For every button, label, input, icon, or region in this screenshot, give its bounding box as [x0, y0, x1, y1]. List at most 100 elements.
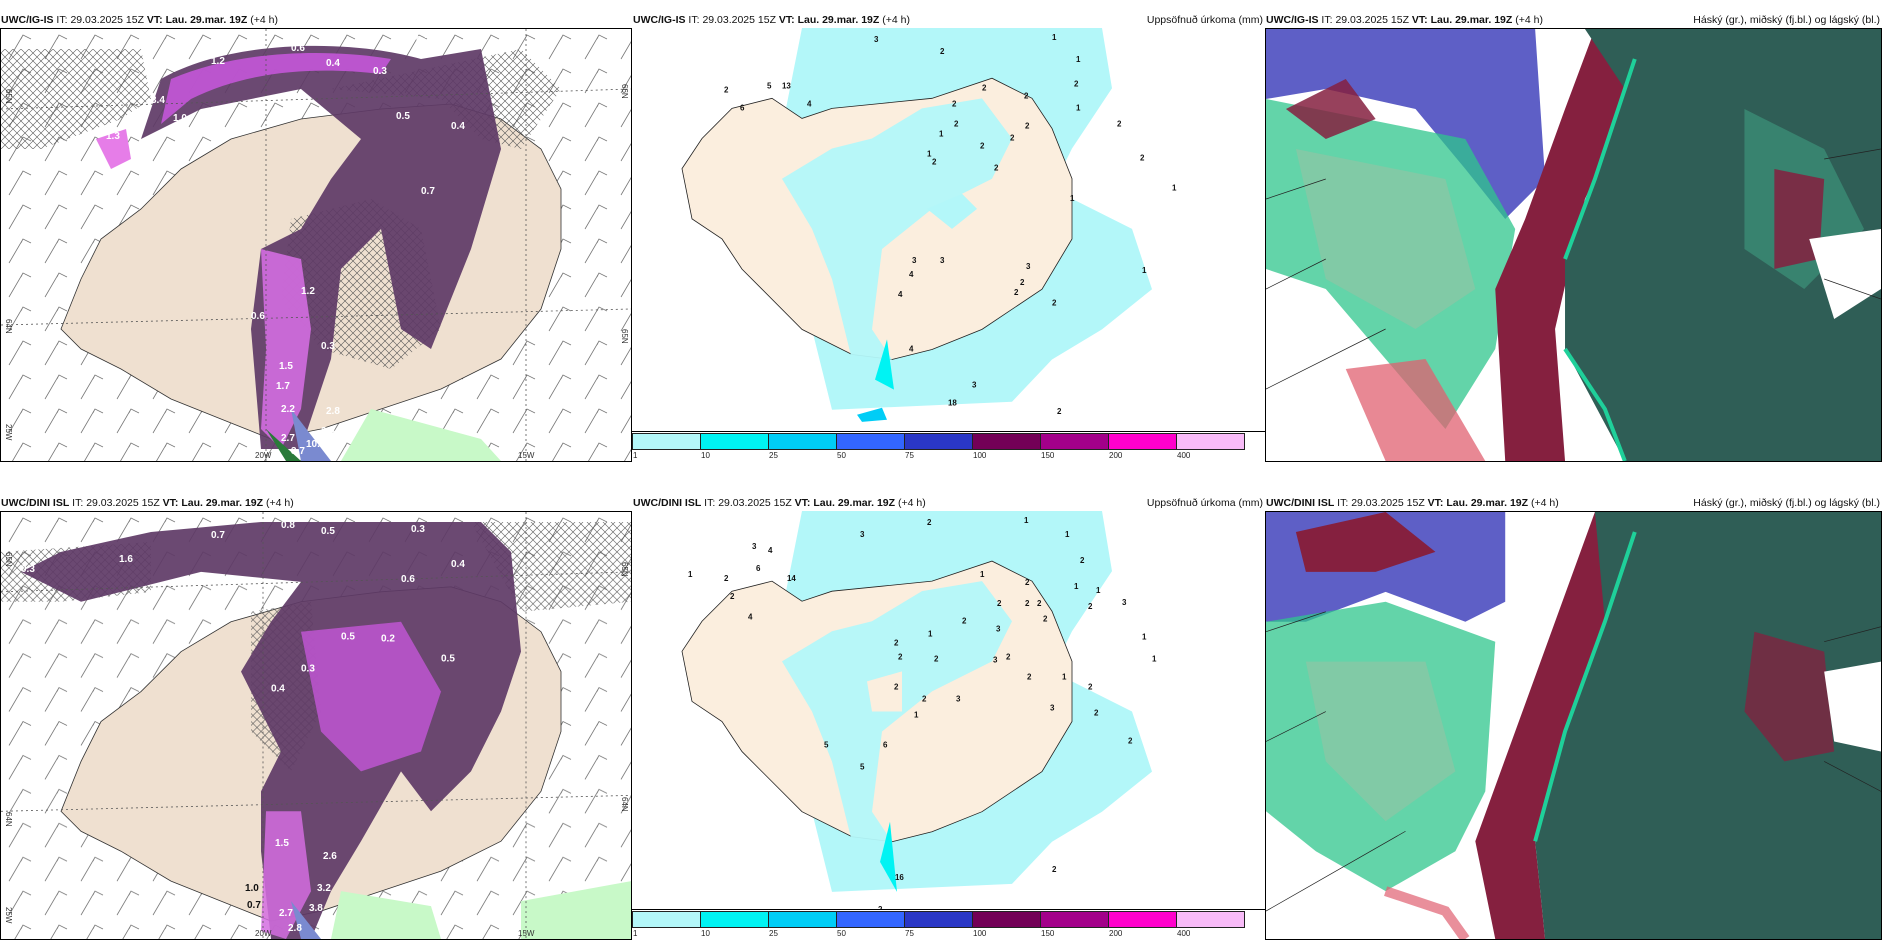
value-label: 2: [724, 85, 729, 94]
value-label: 0.6: [401, 574, 415, 585]
panel-title: UWC/DINI ISL IT: 29.03.2025 15Z VT: Lau.…: [632, 493, 1265, 511]
map-canvas: [1266, 29, 1881, 461]
lat-label: 65N: [620, 562, 629, 577]
panel-title: UWC/IG-IS IT: 29.03.2025 15Z VT: Lau. 29…: [1265, 10, 1882, 28]
lat-label: 65N: [4, 89, 13, 104]
value-label: 2: [922, 694, 927, 703]
model-name: UWC/IG-IS: [1266, 14, 1319, 26]
panel-top-left: UWC/IG-IS IT: 29.03.2025 15Z VT: Lau. 29…: [0, 10, 632, 462]
colorbar-swatch: [700, 433, 769, 450]
value-label: 5: [824, 741, 829, 750]
lead-time: (+4 h): [897, 497, 926, 509]
value-label: 3: [874, 35, 879, 44]
value-label: 3.8: [321, 426, 335, 437]
value-label: 6: [740, 103, 745, 112]
map-canvas: 0.3 0.6 0.2 1.2 0.4 0.3 3.4 1.0 1.3 0.5 …: [1, 29, 631, 461]
it-value: 29.03.2025 15Z: [1335, 14, 1409, 26]
it-value: 29.03.2025 15Z: [702, 14, 776, 26]
value-label: 2: [1014, 288, 1019, 297]
map-canvas: 0.3 0.8 0.7 0.5 0.3 1.6 0.4 0.6 0.5 0.3 …: [1, 512, 631, 939]
value-label: 1.0: [245, 883, 259, 894]
value-label: 2: [994, 164, 999, 173]
value-label: 4: [748, 612, 753, 621]
value-label: 2: [1037, 599, 1042, 608]
panel-title: UWC/IG-IS IT: 29.03.2025 15Z VT: Lau. 29…: [0, 10, 632, 28]
lat-label: 65N: [620, 329, 629, 344]
value-label: 3: [1026, 262, 1031, 271]
value-label: 2: [980, 142, 985, 151]
value-label: 0.3: [219, 35, 233, 46]
value-label: 2: [1043, 614, 1048, 623]
panel-bottom-right: UWC/DINI ISL IT: 29.03.2025 15Z VT: Lau.…: [1265, 493, 1882, 940]
vt-label: VT:: [794, 497, 811, 509]
value-label: 1: [1024, 516, 1029, 525]
value-label: 2: [940, 47, 945, 56]
value-label: 0.7: [421, 186, 435, 197]
value-label: 1: [1076, 55, 1081, 64]
value-label: 2.2: [281, 404, 295, 415]
lon-label: 15W: [518, 451, 535, 460]
value-label: 3.8: [309, 903, 323, 914]
value-label: 4: [909, 344, 914, 353]
value-label: 1: [928, 629, 933, 638]
value-label: 2: [1080, 556, 1085, 565]
value-label: 2: [927, 518, 932, 527]
map-wind-precip[interactable]: 0.3 0.6 0.2 1.2 0.4 0.3 3.4 1.0 1.3 0.5 …: [0, 28, 632, 462]
value-label: 2: [1128, 737, 1133, 746]
value-label: 2: [1052, 298, 1057, 307]
value-label: 2: [898, 652, 903, 661]
value-label: 2: [1052, 865, 1057, 874]
value-label: 4: [768, 546, 773, 555]
map-accumulated-precip[interactable]: 3 2 1 1 5 13 6 2 4 2 2 2 2 1 2 2 1 2 2 2: [632, 28, 1265, 462]
map-cloud-cover[interactable]: [1265, 511, 1882, 940]
colorbar-tick: 200: [1109, 929, 1123, 938]
colorbar-swatch: [700, 911, 769, 928]
precip-field: [141, 45, 501, 449]
value-label: 0.6: [251, 311, 265, 322]
panel-top-right: UWC/IG-IS IT: 29.03.2025 15Z VT: Lau. 29…: [1265, 10, 1882, 462]
map-canvas: 3 2 1 1 5 13 6 2 4 2 2 2 2 1 2 2 1 2 2 2: [681, 28, 1177, 460]
colorbar-tick: 400: [1177, 929, 1191, 938]
precip-value-labels: 2 1 3 3 4 1 6 14 2 2 4 1 2 1 2 2 3 2 2 2: [688, 516, 1157, 932]
colorbar-tick: 50: [837, 451, 846, 460]
map-wind-precip[interactable]: 0.3 0.8 0.7 0.5 0.3 1.6 0.4 0.6 0.5 0.3 …: [0, 511, 632, 940]
value-label: 4: [898, 290, 903, 299]
value-label: 1: [1142, 266, 1147, 275]
lead-time: (+4 h): [265, 497, 294, 509]
map-accumulated-precip[interactable]: 2 1 3 3 4 1 6 14 2 2 4 1 2 1 2 2 3 2 2 2: [632, 511, 1265, 940]
value-label: 0.3: [21, 564, 35, 575]
value-label: 1.6: [119, 554, 133, 565]
value-label: 1.5: [279, 361, 293, 372]
colorbar-swatch: [836, 911, 905, 928]
lead-time: (+4 h): [1530, 497, 1559, 509]
colorbar-swatch: [768, 911, 837, 928]
value-label: 1.3: [106, 131, 120, 142]
colorbar-swatch: [768, 433, 837, 450]
value-label: 2: [934, 654, 939, 663]
panel-title: UWC/DINI ISL IT: 29.03.2025 15Z VT: Lau.…: [1265, 493, 1882, 511]
panel-top-middle: UWC/IG-IS IT: 29.03.2025 15Z VT: Lau. 29…: [632, 10, 1265, 462]
value-label: 0.4: [326, 58, 340, 69]
map-cloud-cover[interactable]: [1265, 28, 1882, 462]
value-label: 4: [909, 270, 914, 279]
colorbar-swatch: [1176, 433, 1245, 450]
value-label: 3.4: [151, 95, 165, 106]
colorbar-swatch: [904, 911, 973, 928]
panel-title: UWC/IG-IS IT: 29.03.2025 15Z VT: Lau. 29…: [632, 10, 1265, 28]
value-label: 14: [787, 574, 796, 583]
value-label: 3: [972, 381, 977, 390]
vt-value: Lau. 29.mar. 19Z: [797, 14, 880, 26]
value-label: 0.4: [451, 559, 465, 570]
value-label: 2: [730, 592, 735, 601]
value-label: 1: [1076, 103, 1081, 112]
value-label: 0.3: [373, 66, 387, 77]
model-name: UWC/DINI ISL: [1, 497, 70, 509]
colorbar-tick: 100: [973, 451, 987, 460]
value-label: 2: [962, 616, 967, 625]
value-label: 5: [767, 81, 772, 90]
colorbar-tick: 25: [769, 929, 778, 938]
value-label: 0.2: [416, 35, 430, 46]
value-label: 3: [1050, 703, 1055, 712]
value-label: 1: [980, 570, 985, 579]
value-label: 1.2: [301, 286, 315, 297]
